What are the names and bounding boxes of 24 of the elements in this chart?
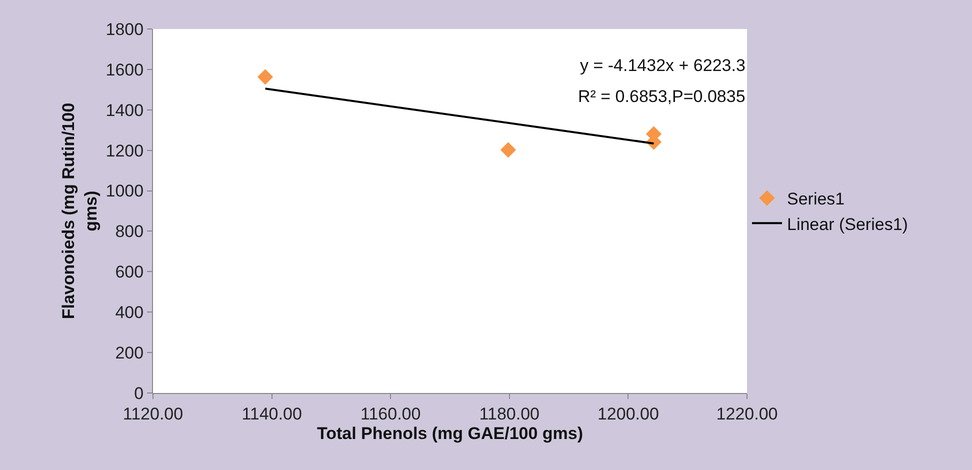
annotation: R² = 0.6853,P=0.0835 [578,87,746,106]
y-tick-label: 200 [115,344,144,363]
y-tick-label: 1600 [106,60,144,80]
x-tick-label: 1120.00 [122,404,184,424]
y-tick-label: 400 [115,303,144,322]
y-tick-label: 600 [115,262,144,282]
y-axis-title: Flavonoieds (mg Rutin/100 gms) [59,102,100,320]
legend-label: Series1 [787,190,845,209]
y-tick-label: 1800 [106,20,144,39]
y-tick-label: 1400 [106,100,144,120]
point [500,142,516,158]
y-tick-label: 800 [115,222,144,242]
x-tick-label: 1140.00 [242,404,302,424]
y-tick-label: 1000 [106,182,144,201]
x-tick-label: 1220.00 [716,404,778,424]
annotation: y = -4.1432x + 6223.3 [580,56,746,75]
y-tick-label: 1200 [106,141,144,160]
x-axis-title: Total Phenols (mg GAE/100 gms) [316,424,584,443]
x-tick-label: 1200.00 [597,404,659,424]
legend-label: Linear (Series1) [787,214,908,234]
x-tick-label: 1160.00 [360,404,421,424]
y-tick-label: 0 [134,384,144,403]
x-tick-label: 1180.00 [479,404,540,424]
point [257,69,274,85]
